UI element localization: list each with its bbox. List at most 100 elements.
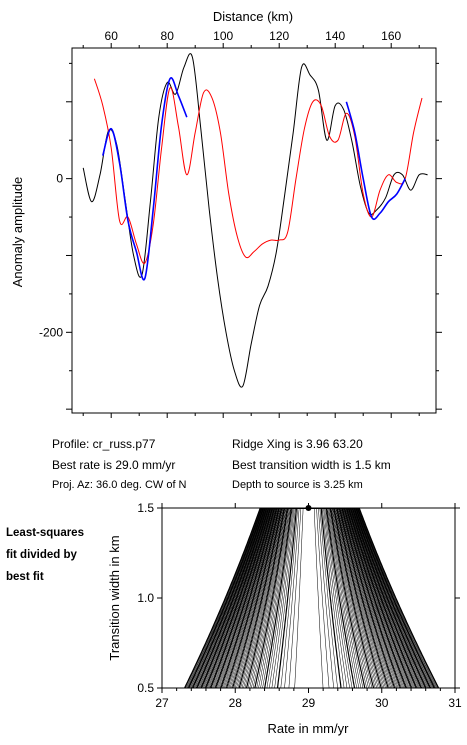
misfit-contour bbox=[252, 508, 367, 688]
misfit-contour bbox=[238, 508, 382, 688]
x-tick-label: 100 bbox=[213, 29, 233, 43]
series-line-0 bbox=[82, 53, 428, 388]
misfit-contour bbox=[229, 508, 392, 688]
misfit-contour bbox=[211, 508, 411, 688]
misfit-contour bbox=[266, 508, 353, 688]
misfit-note-line-2: fit divided by bbox=[6, 549, 77, 561]
misfit-contour bbox=[245, 508, 375, 688]
depth-to-source-label: Depth to source is 3.25 km bbox=[232, 479, 363, 491]
misfit-contour bbox=[187, 508, 436, 688]
misfit-contour bbox=[264, 508, 356, 688]
misfit-contour bbox=[249, 508, 371, 688]
misfit-contour-chart: 27 28 29 30 31 0.5 1.0 1.5 Rate in mm/yr Transi… bbox=[107, 501, 462, 736]
misfit-contour bbox=[234, 508, 386, 688]
misfit-contour bbox=[214, 508, 408, 688]
ridge-crossing-label: Ridge Xing is 3.96 63.20 bbox=[232, 437, 363, 451]
x-tick-label: 80 bbox=[161, 29, 175, 43]
misfit-contour bbox=[256, 508, 364, 688]
misfit-contour bbox=[228, 508, 393, 688]
misfit-contour bbox=[222, 508, 399, 688]
misfit-contour bbox=[213, 508, 409, 688]
rate-tick-label: 27 bbox=[155, 696, 169, 710]
misfit-contour bbox=[223, 508, 398, 688]
misfit-contour bbox=[269, 508, 350, 688]
misfit-contour bbox=[194, 508, 428, 688]
misfit-contour bbox=[225, 508, 396, 688]
best-fit-marker bbox=[305, 505, 312, 511]
series-line-2 bbox=[102, 77, 188, 281]
misfit-contour bbox=[185, 508, 438, 688]
rate-tick-label: 28 bbox=[229, 696, 243, 710]
misfit-contour bbox=[236, 508, 385, 688]
rate-tick-label: 30 bbox=[375, 696, 389, 710]
misfit-contour bbox=[217, 508, 405, 688]
misfit-contour bbox=[200, 508, 422, 688]
misfit-contour bbox=[221, 508, 400, 688]
misfit-contour bbox=[206, 508, 416, 688]
transition-width-axis-title: Transition width in km bbox=[107, 535, 122, 660]
misfit-contour bbox=[214, 508, 407, 688]
misfit-contour bbox=[187, 508, 436, 688]
misfit-contour bbox=[240, 508, 381, 688]
misfit-contour bbox=[207, 508, 415, 688]
misfit-contour bbox=[204, 508, 418, 688]
width-tick-label: 1.0 bbox=[137, 591, 154, 605]
series-line-1 bbox=[93, 78, 423, 265]
misfit-contour bbox=[200, 508, 423, 688]
misfit-contour bbox=[193, 508, 429, 688]
misfit-contour bbox=[199, 508, 424, 688]
misfit-contour bbox=[284, 508, 334, 688]
width-tick-label: 1.5 bbox=[137, 501, 154, 515]
width-tick-label: 0.5 bbox=[137, 681, 154, 695]
misfit-contour bbox=[209, 508, 412, 688]
rate-axis-title: Rate in mm/yr bbox=[268, 721, 350, 736]
misfit-contour bbox=[198, 508, 425, 688]
plot-frame bbox=[71, 47, 437, 414]
misfit-contour bbox=[271, 508, 348, 688]
misfit-contour bbox=[262, 508, 358, 688]
misfit-contour bbox=[244, 508, 376, 688]
misfit-contour bbox=[225, 508, 397, 688]
misfit-contour bbox=[237, 508, 383, 688]
series-line-3 bbox=[345, 101, 406, 221]
misfit-contour bbox=[274, 508, 345, 688]
misfit-note: Least-squares fit divided by best fit bbox=[6, 522, 84, 588]
misfit-contour bbox=[216, 508, 406, 688]
misfit-contour bbox=[241, 508, 379, 688]
misfit-contour bbox=[258, 508, 362, 688]
misfit-contour bbox=[232, 508, 389, 688]
misfit-contour bbox=[190, 508, 433, 688]
y-tick-label: 0 bbox=[56, 172, 63, 186]
misfit-note-line-1: Least-squares bbox=[6, 527, 84, 539]
misfit-contour bbox=[186, 508, 437, 688]
misfit-contour bbox=[243, 508, 377, 688]
rate-tick-label: 31 bbox=[448, 696, 462, 710]
projection-azimuth-label: Proj. Az: 36.0 deg. CW of N bbox=[52, 479, 187, 491]
misfit-contour bbox=[201, 508, 421, 688]
x-tick-label: 60 bbox=[105, 29, 119, 43]
misfit-contour bbox=[247, 508, 373, 688]
misfit-contour bbox=[220, 508, 402, 688]
misfit-note-line-3: best fit bbox=[6, 571, 44, 583]
x-tick-label: 140 bbox=[325, 29, 345, 43]
misfit-contour bbox=[202, 508, 420, 688]
x-tick-label: 160 bbox=[381, 29, 401, 43]
misfit-contour bbox=[205, 508, 417, 688]
misfit-contour bbox=[288, 508, 330, 688]
y-tick-label: -200 bbox=[39, 325, 63, 339]
misfit-contour bbox=[219, 508, 402, 688]
misfit-contour bbox=[196, 508, 427, 688]
misfit-contour bbox=[189, 508, 434, 688]
misfit-contour bbox=[203, 508, 419, 688]
misfit-contour bbox=[233, 508, 388, 688]
misfit-contour bbox=[251, 508, 369, 688]
anomaly-profile-chart: Distance (km) Anomaly amplitude 60 80 100 1… bbox=[10, 9, 442, 418]
x-axis-title: Distance (km) bbox=[213, 9, 293, 24]
misfit-contour bbox=[260, 508, 360, 688]
profile-label: Profile: cr_russ.p77 bbox=[52, 437, 156, 451]
best-rate-label: Best rate is 29.0 mm/yr bbox=[52, 458, 176, 472]
misfit-contour bbox=[212, 508, 410, 688]
misfit-contour bbox=[184, 508, 440, 688]
misfit-contour bbox=[227, 508, 394, 688]
misfit-contour bbox=[191, 508, 432, 688]
